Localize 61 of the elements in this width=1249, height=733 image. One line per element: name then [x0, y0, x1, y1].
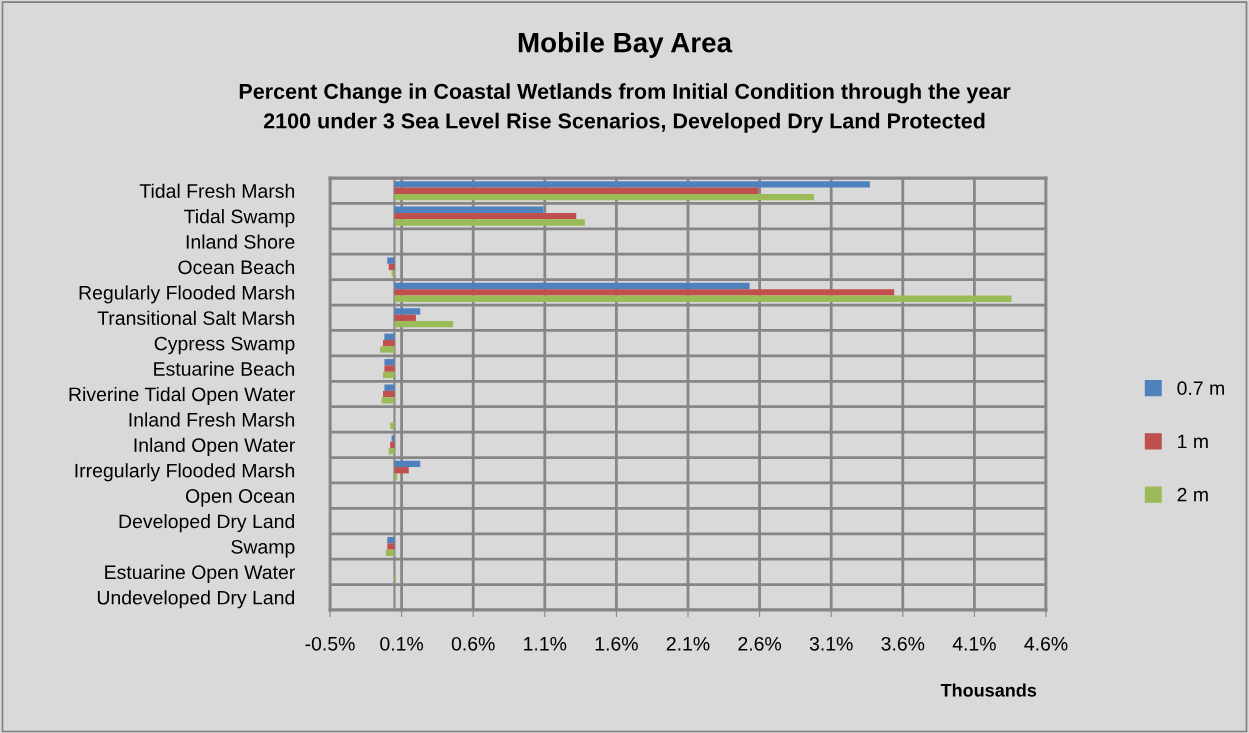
- x-tick-label: 3.1%: [809, 636, 853, 651]
- bar: [387, 257, 395, 264]
- x-tick-label: 4.1%: [952, 636, 996, 651]
- y-tick-label: Developed Dry Land: [119, 514, 295, 533]
- bar: [382, 371, 395, 379]
- x-tick-label: 0.1%: [380, 636, 424, 651]
- y-tick-label: Irregularly Flooded Marsh: [75, 463, 295, 482]
- y-tick-label: Tidal Swamp: [184, 209, 295, 228]
- bar: [394, 187, 759, 194]
- x-tick-label: 0.6%: [451, 636, 495, 651]
- y-tick-label: Undeveloped Dry Land: [97, 590, 295, 609]
- bar: [387, 536, 395, 544]
- y-tick-label: Tidal Fresh Marsh: [139, 183, 295, 198]
- y-tick-label: Swamp: [231, 539, 295, 558]
- bar: [384, 365, 395, 372]
- x-tick-label: 1.6%: [595, 636, 638, 651]
- y-tick-label: Inland Shore: [186, 234, 295, 249]
- legend-label: 1 m: [1178, 434, 1208, 449]
- bar: [394, 193, 815, 201]
- y-tick-label: Riverine Tidal Open Water: [69, 386, 295, 406]
- y-tick-label: Transitional Salt Marsh: [97, 310, 295, 325]
- bar: [394, 219, 585, 226]
- bar: [382, 340, 395, 347]
- bar: [394, 473, 398, 480]
- y-tick-label: Ocean Beach: [178, 259, 295, 275]
- bar: [384, 359, 395, 366]
- y-tick-label: Inland Open Water: [134, 437, 295, 456]
- x-tick-label: 1.1%: [524, 636, 567, 651]
- x-tick-label: -0.5%: [305, 636, 355, 651]
- legend-label: 2 m: [1177, 487, 1208, 502]
- bar: [394, 282, 750, 290]
- bar: [394, 206, 544, 213]
- chart-title: Mobile Bay Area: [518, 32, 733, 58]
- bar: [394, 467, 409, 474]
- bar: [394, 460, 421, 468]
- chart-subtitle: Percent Change in Coastal Wetlands from Initial Condition through the year 2100 under 3 Sea Level Rise Scenarios, Developed Dry Land Protected: [239, 83, 1011, 133]
- bar: [394, 314, 416, 321]
- bar: [384, 384, 395, 391]
- bar: [394, 320, 454, 328]
- bar: [394, 181, 870, 188]
- y-tick-label: Inland Fresh Marsh: [129, 412, 295, 427]
- bar: [381, 397, 395, 404]
- legend-label: 0.7 m: [1177, 381, 1224, 396]
- x-tick-label: 2.6%: [738, 636, 782, 651]
- bar: [387, 543, 395, 550]
- x-tick-label: 2.1%: [666, 636, 710, 651]
- bar: [382, 390, 395, 398]
- bar: [394, 295, 1012, 302]
- bar: [394, 212, 577, 220]
- x-tick-label: 4.6%: [1024, 636, 1068, 651]
- y-tick-label: Open Ocean: [185, 489, 295, 507]
- bar: [394, 308, 421, 315]
- y-tick-label: Cypress Swamp: [154, 336, 295, 355]
- y-tick-label: Estuarine Open Water: [105, 564, 295, 583]
- y-tick-label: Regularly Flooded Marsh: [79, 285, 295, 304]
- bar: [384, 333, 395, 340]
- bar: [394, 289, 895, 296]
- bar: [380, 346, 395, 353]
- y-tick-label: Estuarine Beach: [154, 361, 295, 376]
- x-axis-title: Thousands: [940, 683, 1037, 697]
- x-tick-label: 3.6%: [881, 636, 925, 651]
